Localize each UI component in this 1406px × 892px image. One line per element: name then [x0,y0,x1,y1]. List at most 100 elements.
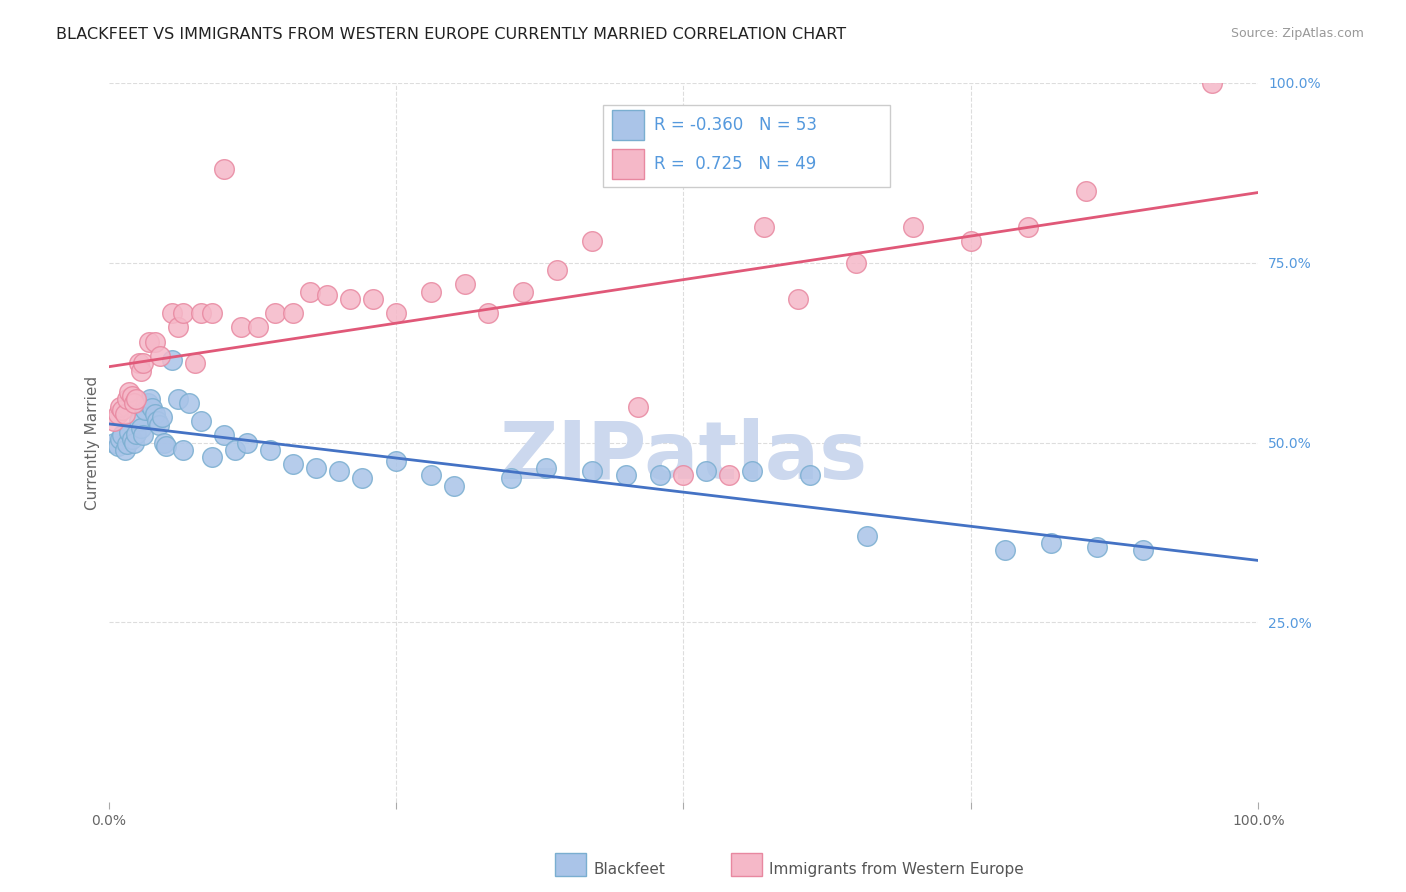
Point [1017,219,1039,234]
Point [845,256,868,270]
Point [281,457,304,471]
Point [121,389,143,403]
Point [172,442,194,457]
Point [190,414,212,428]
Point [122,396,145,410]
Point [179,396,201,410]
Point [581,464,603,478]
Point [122,435,145,450]
FancyBboxPatch shape [612,149,644,179]
Point [103,435,125,450]
Point [121,432,143,446]
Point [103,414,125,428]
Point [499,471,522,485]
Point [108,432,131,446]
Point [316,288,339,302]
Point [160,306,183,320]
Point [201,306,224,320]
Point [328,464,350,478]
Point [107,439,129,453]
Point [1132,543,1154,558]
Point [114,407,136,421]
Point [134,403,156,417]
Point [143,334,166,349]
Point [111,428,134,442]
Point [118,385,141,400]
Point [385,453,408,467]
Point [650,467,672,482]
Point [672,467,695,482]
Point [153,435,176,450]
Point [212,428,235,442]
Point [787,292,810,306]
Point [264,306,287,320]
Point [129,363,152,377]
Point [118,425,141,439]
Point [695,464,717,478]
Point [718,467,741,482]
Point [304,460,326,475]
Text: R = -0.360   N = 53: R = -0.360 N = 53 [654,116,817,134]
Point [149,349,172,363]
Point [150,410,173,425]
Text: Source: ZipAtlas.com: Source: ZipAtlas.com [1230,27,1364,40]
Text: Blackfeet: Blackfeet [593,863,665,877]
Point [361,292,384,306]
Point [752,219,775,234]
Point [125,392,148,407]
Point [107,407,129,421]
Point [546,263,568,277]
Point [419,285,441,299]
Text: BLACKFEET VS IMMIGRANTS FROM WESTERN EUROPE CURRENTLY MARRIED CORRELATION CHART: BLACKFEET VS IMMIGRANTS FROM WESTERN EUR… [56,27,846,42]
Point [903,219,925,234]
FancyBboxPatch shape [603,104,890,187]
Point [129,421,152,435]
Point [1074,184,1097,198]
Point [108,400,131,414]
Point [534,460,557,475]
Point [125,426,148,441]
Point [115,437,138,451]
Point [166,320,188,334]
Point [247,320,270,334]
Point [136,396,159,410]
Point [1040,536,1063,550]
Point [259,442,281,457]
Point [166,392,188,407]
Point [155,439,177,453]
Point [856,529,879,543]
Point [132,356,155,370]
Point [454,277,477,292]
Point [235,435,257,450]
Text: Immigrants from Western Europe: Immigrants from Western Europe [769,863,1024,877]
Point [111,403,134,417]
Point [139,392,162,407]
Point [190,306,212,320]
Point [114,442,136,457]
Point [146,414,169,428]
Point [172,306,194,320]
Point [128,356,150,370]
Point [298,285,321,299]
Point [419,467,441,482]
Point [160,352,183,367]
Point [385,306,408,320]
Text: ZIPatlas: ZIPatlas [499,418,868,496]
Point [138,334,160,349]
Point [443,478,465,492]
Point [1201,76,1223,90]
Point [581,234,603,248]
Point [614,467,637,482]
Point [741,464,763,478]
Point [281,306,304,320]
Y-axis label: Currently Married: Currently Married [86,376,100,509]
Point [224,442,246,457]
FancyBboxPatch shape [612,110,644,140]
Point [132,428,155,442]
Point [143,407,166,421]
Point [626,400,648,414]
Point [229,320,252,334]
Point [148,417,170,432]
Point [350,471,373,485]
Point [477,306,499,320]
